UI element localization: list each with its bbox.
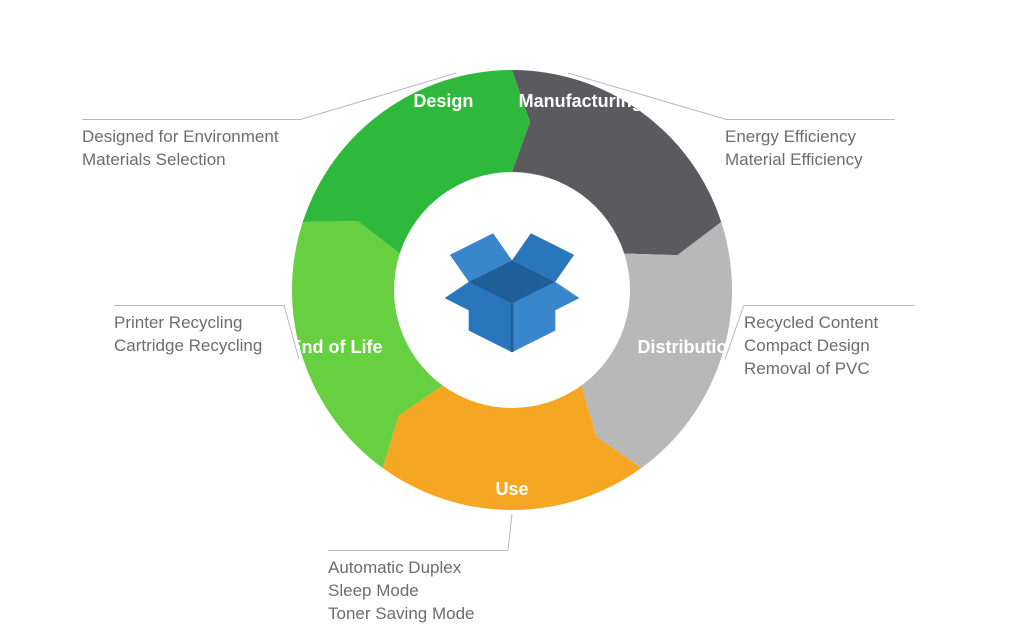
callout-line: Designed for Environment [82, 126, 312, 149]
callout-line: Materials Selection [82, 149, 312, 172]
open-box-icon [445, 233, 580, 352]
segment-label-distribution: Distribution [637, 337, 738, 357]
callout-distribution: Recycled Content Compact Design Removal … [744, 312, 964, 381]
callout-line: Cartridge Recycling [114, 335, 324, 358]
callout-rule-use [328, 550, 508, 551]
callout-rule-distribution [744, 305, 914, 306]
callout-manufacturing: Energy Efficiency Material Efficiency [725, 126, 945, 172]
callout-line: Automatic Duplex [328, 557, 588, 580]
callout-use: Automatic Duplex Sleep Mode Toner Saving… [328, 557, 588, 626]
callout-end-of-life: Printer Recycling Cartridge Recycling [114, 312, 324, 358]
callout-line: Material Efficiency [725, 149, 945, 172]
callout-rule-design [82, 119, 302, 120]
segment-label-manufacturing: Manufacturing [519, 91, 643, 111]
callout-line: Printer Recycling [114, 312, 324, 335]
lifecycle-diagram: Design Manufacturing Distribution Use En… [0, 0, 1024, 643]
callout-line: Energy Efficiency [725, 126, 945, 149]
segment-label-use: Use [495, 479, 528, 499]
callout-design: Designed for Environment Materials Selec… [82, 126, 312, 172]
callout-line: Removal of PVC [744, 358, 964, 381]
callout-rule-end-of-life [114, 305, 284, 306]
callout-line: Toner Saving Mode [328, 603, 588, 626]
callout-line: Compact Design [744, 335, 964, 358]
segment-label-design: Design [413, 91, 473, 111]
callout-line: Recycled Content [744, 312, 964, 335]
callout-line: Sleep Mode [328, 580, 588, 603]
callout-rule-manufacturing [725, 119, 895, 120]
